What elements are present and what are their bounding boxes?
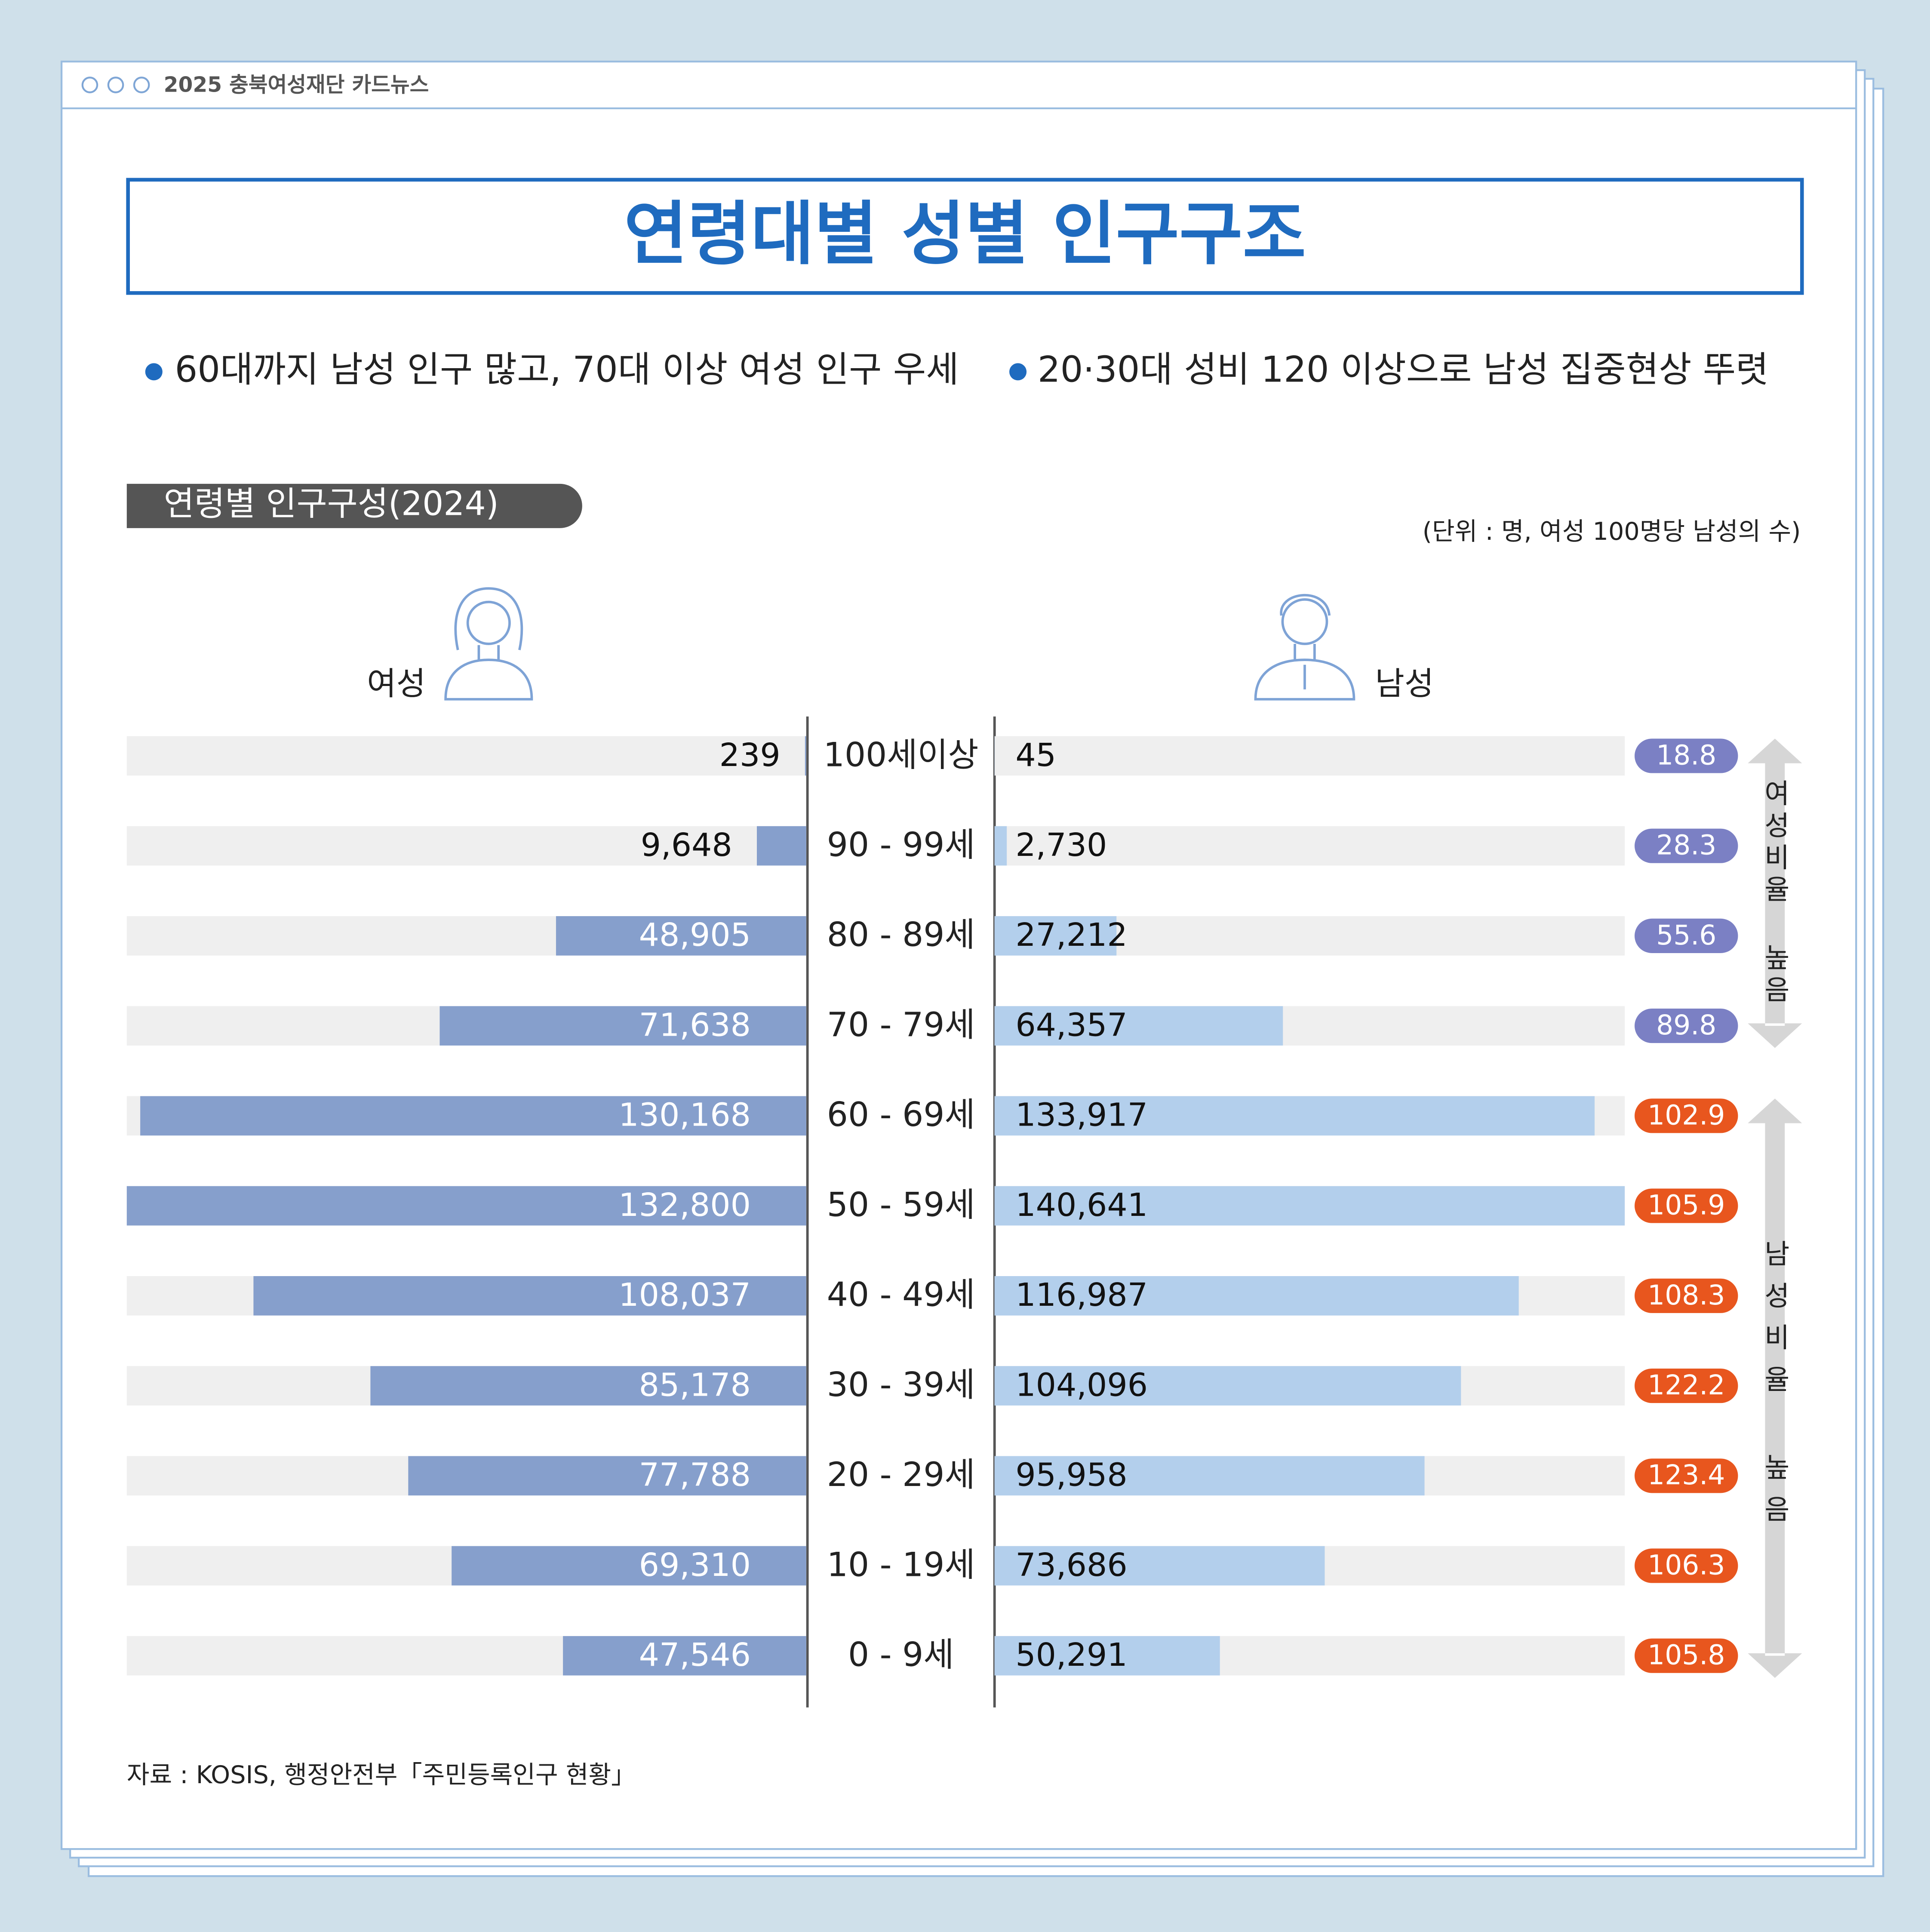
category-label: 30 - 39세 <box>827 1366 975 1404</box>
category-label: 90 - 99세 <box>827 826 975 864</box>
value-label: 95,958 <box>1015 1456 1127 1494</box>
value-label: 104,096 <box>1015 1366 1148 1403</box>
ratio-label: 123.4 <box>1647 1459 1725 1491</box>
category-label: 100세이상 <box>824 735 979 774</box>
category-label: 10 - 19세 <box>827 1545 975 1584</box>
value-label: 239 <box>719 736 781 774</box>
ratio-label: 105.9 <box>1647 1190 1725 1221</box>
value-label: 130,168 <box>618 1096 751 1134</box>
value-label: 71,638 <box>639 1006 751 1043</box>
bullet <box>145 363 163 380</box>
bar-track <box>995 736 1625 776</box>
legend-label: 여성 <box>367 665 426 702</box>
value-label: 2,730 <box>1015 826 1107 864</box>
value-label: 116,987 <box>1015 1276 1148 1314</box>
category-label: 60 - 69세 <box>827 1095 975 1134</box>
value-label: 108,037 <box>618 1276 751 1314</box>
ratio-label: 105.8 <box>1647 1640 1725 1671</box>
value-label: 48,905 <box>639 916 751 954</box>
value-label: 47,546 <box>639 1636 751 1674</box>
value-label: 140,641 <box>1015 1186 1148 1224</box>
range-annotation: 여성비율 높음 <box>1759 779 1791 1008</box>
value-label: 85,178 <box>639 1366 751 1403</box>
highlight: 60대까지 남성 인구 많고, 70대 이상 여성 인구 우세 <box>175 348 959 390</box>
bar <box>439 1006 806 1046</box>
value-label: 77,788 <box>639 1456 751 1494</box>
ratio-label: 108.3 <box>1647 1280 1725 1311</box>
bar-track <box>127 736 806 776</box>
ratio-label: 55.6 <box>1656 920 1716 951</box>
range-annotation: 남성비율 높음 <box>1759 1240 1791 1537</box>
category-label: 50 - 59세 <box>827 1185 975 1224</box>
value-label: 50,291 <box>1015 1636 1127 1674</box>
category-label: 20 - 29세 <box>827 1455 975 1494</box>
bar <box>452 1546 806 1586</box>
highlight: 20·30대 성비 120 이상으로 남성 집중현상 뚜렷 <box>1038 348 1769 390</box>
category-label: 70 - 79세 <box>827 1006 975 1044</box>
source: 자료 : KOSIS, 행정안전부「주민등록인구 현황」 <box>127 1761 636 1789</box>
value-label: 9,648 <box>641 826 732 864</box>
ratio-label: 18.8 <box>1656 739 1716 771</box>
value-label: 132,800 <box>618 1186 751 1224</box>
bar <box>995 826 1007 866</box>
value-label: 69,310 <box>639 1546 751 1584</box>
category-label: 0 - 9세 <box>848 1636 954 1674</box>
value-label: 27,212 <box>1015 916 1127 954</box>
category-label: 80 - 89세 <box>827 916 975 954</box>
category-label: 40 - 49세 <box>827 1276 975 1314</box>
bar <box>757 826 806 866</box>
ratio-label: 106.3 <box>1647 1549 1725 1581</box>
bullet <box>1009 363 1026 380</box>
value-label: 133,917 <box>1015 1096 1148 1134</box>
ratio-label: 122.2 <box>1647 1369 1725 1401</box>
chart-title: 연령별 인구구성(2024) <box>164 484 499 523</box>
unit-note: (단위 : 명, 여성 100명당 남성의 수) <box>1423 517 1801 546</box>
value-label: 45 <box>1015 736 1056 774</box>
ratio-label: 102.9 <box>1647 1099 1725 1131</box>
header-label: 2025 충북여성재단 카드뉴스 <box>164 73 429 97</box>
bar <box>805 736 806 776</box>
legend-label: 남성 <box>1375 665 1434 702</box>
title: 연령대별 성별 인구구조 <box>624 194 1306 274</box>
ratio-label: 28.3 <box>1656 830 1716 861</box>
ratio-label: 89.8 <box>1656 1009 1716 1041</box>
value-label: 73,686 <box>1015 1546 1127 1584</box>
value-label: 64,357 <box>1015 1006 1127 1043</box>
